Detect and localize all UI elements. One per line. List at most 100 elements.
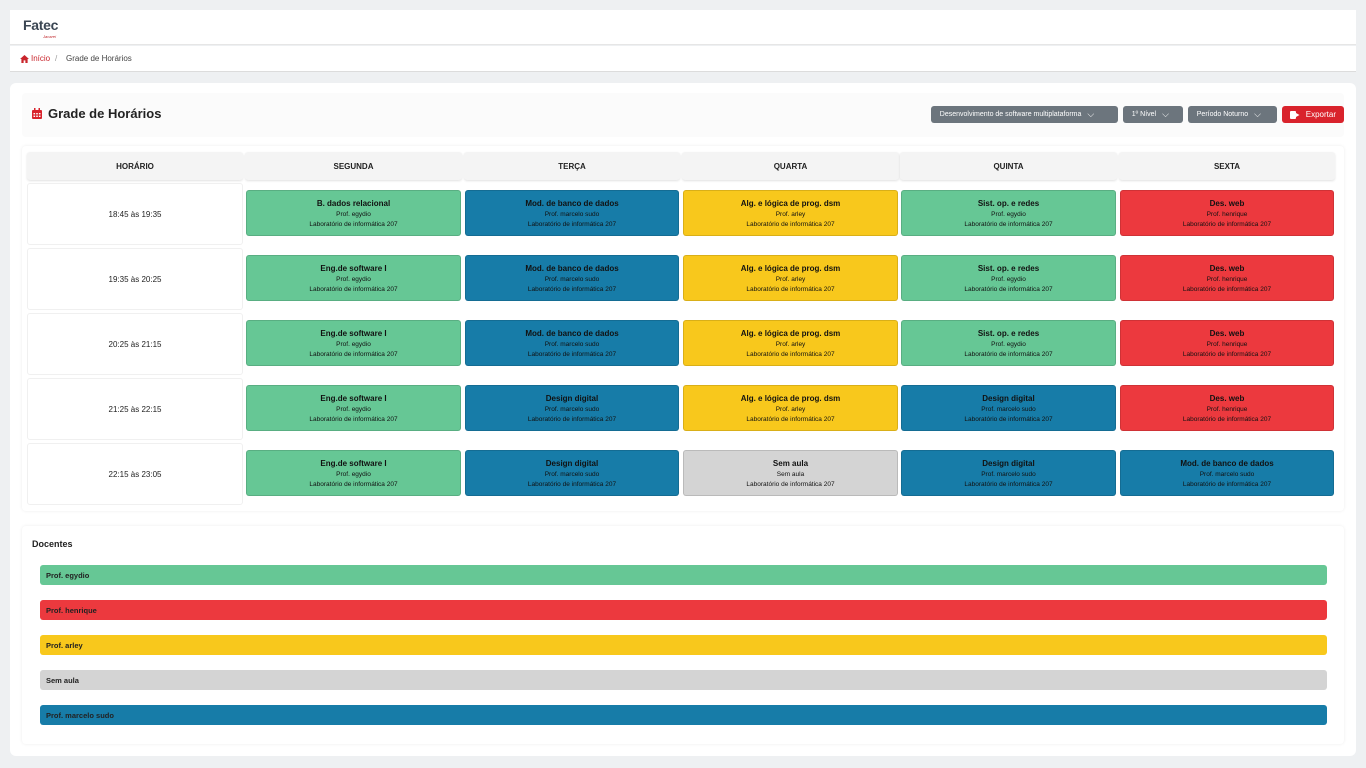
class-room: Laboratório de informática 207 (1182, 350, 1272, 358)
home-icon (20, 54, 29, 63)
column-header: QUARTA (682, 152, 899, 180)
class-name: Mod. de banco de dados (525, 198, 619, 208)
class-name: Eng.de software I (320, 458, 387, 468)
logo-subtitle: Jacareí (43, 34, 57, 39)
main-card: Grade de Horários Desenvolvimento de sof… (10, 83, 1356, 756)
schedule-grid: HORÁRIO SEGUNDA TERÇA QUARTA QUINTA SEXTA 18:4… (22, 146, 1344, 511)
class-room: Laboratório de informática 207 (527, 220, 617, 228)
class-name: B. dados relacional (316, 198, 391, 208)
level-select[interactable]: 1º Nível ⌵ (1122, 106, 1183, 123)
class-card[interactable]: Mod. de banco de dados Prof. marcelo sudo… (1120, 450, 1334, 496)
class-card[interactable]: Des. web Prof. henrique Laboratório de inf… (1120, 385, 1334, 431)
class-room: Laboratório de informática 207 (309, 350, 398, 358)
class-room: Laboratório de informática 207 (527, 350, 617, 358)
class-professor: Prof. marcelo sudo (544, 340, 600, 348)
class-card[interactable]: Eng.de software I Prof. egydio Laboratório… (246, 385, 461, 431)
docente-bar: Prof. henrique (40, 600, 1327, 620)
class-card[interactable]: Mod. de banco de dados Prof. marcelo sudo… (465, 190, 679, 236)
class-professor: Prof. henrique (1206, 210, 1248, 218)
class-professor: Prof. egydio (336, 210, 371, 218)
class-card[interactable]: Design digital Prof. marcelo sudo Laborató… (465, 450, 679, 496)
class-room: Laboratório de informática 207 (1182, 415, 1272, 423)
class-room: Laboratório de informática 207 (746, 480, 835, 488)
class-name: Design digital (545, 458, 599, 468)
class-room: Laboratório de informática 207 (964, 350, 1053, 358)
class-room: Laboratório de informática 207 (964, 480, 1053, 488)
class-professor: Prof. arley (775, 275, 806, 283)
chevron-down-icon: ⌵ (1087, 109, 1095, 119)
card-header: Grade de Horários Desenvolvimento de sof… (22, 93, 1344, 137)
class-name: Sem aula (772, 458, 809, 468)
class-name: Design digital (982, 458, 1035, 468)
class-name: Eng.de software I (320, 263, 387, 273)
class-card[interactable]: Des. web Prof. henrique Laboratório de inf… (1120, 320, 1334, 366)
class-name: Eng.de software I (320, 328, 387, 338)
class-professor: Prof. egydio (991, 275, 1026, 283)
class-room: Laboratório de informática 207 (527, 480, 617, 488)
docente-bar: Prof. egydio (40, 565, 1327, 585)
class-card[interactable]: Des. web Prof. henrique Laboratório de inf… (1120, 190, 1334, 236)
class-professor: Prof. marcelo sudo (544, 210, 600, 218)
calendar-icon (32, 108, 42, 119)
class-card[interactable]: Alg. e lógica de prog. dsm Prof. arley Lab… (683, 320, 898, 366)
class-name: Sist. op. e redes (977, 328, 1040, 338)
breadcrumb-home[interactable]: Início (20, 54, 50, 63)
docente-bar: Prof. marcelo sudo (40, 705, 1327, 725)
class-room: Laboratório de informática 207 (527, 285, 617, 293)
docentes-title: Docentes (32, 539, 73, 549)
docente-bar: Prof. arley (40, 635, 1327, 655)
period-select[interactable]: Período Noturno ⌵ (1187, 106, 1277, 123)
column-header: HORÁRIO (27, 152, 243, 180)
course-select[interactable]: Desenvolvimento de software multiplatafo… (930, 106, 1118, 123)
column-header: SEGUNDA (245, 152, 462, 180)
class-professor: Prof. egydio (336, 470, 371, 478)
class-card[interactable]: Mod. de banco de dados Prof. marcelo sudo… (465, 320, 679, 366)
class-card[interactable]: Design digital Prof. marcelo sudo Laborató… (901, 385, 1116, 431)
class-name: Alg. e lógica de prog. dsm (740, 263, 841, 273)
class-room: Laboratório de informática 207 (1182, 220, 1272, 228)
class-card[interactable]: Sist. op. e redes Prof. egydio Laboratório… (901, 255, 1116, 301)
class-professor: Prof. henrique (1206, 340, 1248, 348)
class-card[interactable]: Design digital Prof. marcelo sudo Laborató… (465, 385, 679, 431)
docentes-panel: Docentes Prof. egydio Prof. henrique Prof.… (22, 526, 1344, 744)
class-card[interactable]: Sist. op. e redes Prof. egydio Laboratório… (901, 190, 1116, 236)
page-title: Grade de Horários (48, 106, 162, 121)
class-card[interactable]: Eng.de software I Prof. egydio Laboratório… (246, 450, 461, 496)
class-professor: Prof. egydio (336, 275, 371, 283)
class-card[interactable]: Sem aula Sem aula Laboratório de informáti… (683, 450, 898, 496)
period-select-value: Período Noturno (1196, 111, 1249, 118)
class-card[interactable]: Alg. e lógica de prog. dsm Prof. arley Lab… (683, 385, 898, 431)
class-professor: Prof. marcelo sudo (544, 275, 600, 283)
export-button[interactable]: Exportar (1281, 106, 1344, 123)
class-name: Alg. e lógica de prog. dsm (740, 328, 841, 338)
level-select-value: 1º Nível (1131, 111, 1157, 118)
class-professor: Prof. henrique (1206, 275, 1248, 283)
class-card[interactable]: Design digital Prof. marcelo sudo Laborató… (901, 450, 1116, 496)
class-card[interactable]: Sist. op. e redes Prof. egydio Laboratório… (901, 320, 1116, 366)
class-room: Laboratório de informática 207 (964, 220, 1053, 228)
class-professor: Prof. egydio (991, 210, 1026, 218)
class-professor: Prof. henrique (1206, 405, 1248, 413)
logo[interactable]: Fatec (23, 17, 59, 33)
class-card[interactable]: Alg. e lógica de prog. dsm Prof. arley Lab… (683, 190, 898, 236)
class-card[interactable]: Mod. de banco de dados Prof. marcelo sudo… (465, 255, 679, 301)
class-name: Des. web (1209, 198, 1245, 208)
class-name: Des. web (1209, 328, 1245, 338)
class-name: Des. web (1209, 393, 1245, 403)
class-card[interactable]: Des. web Prof. henrique Laboratório de inf… (1120, 255, 1334, 301)
docente-bar: Sem aula (40, 670, 1327, 690)
class-professor: Prof. egydio (991, 340, 1026, 348)
class-room: Laboratório de informática 207 (746, 350, 835, 358)
class-name: Eng.de software I (320, 393, 387, 403)
class-card[interactable]: B. dados relacional Prof. egydio Laboratór… (246, 190, 461, 236)
class-card[interactable]: Eng.de software I Prof. egydio Laboratório… (246, 320, 461, 366)
class-room: Laboratório de informática 207 (309, 480, 398, 488)
breadcrumb-home-label: Início (31, 54, 51, 63)
class-name: Alg. e lógica de prog. dsm (740, 393, 841, 403)
class-name: Alg. e lógica de prog. dsm (740, 198, 841, 208)
class-professor: Prof. marcelo sudo (544, 470, 600, 478)
class-card[interactable]: Eng.de software I Prof. egydio Laboratório… (246, 255, 461, 301)
class-card[interactable]: Alg. e lógica de prog. dsm Prof. arley Lab… (683, 255, 898, 301)
course-select-value: Desenvolvimento de software multiplatafo… (939, 111, 1082, 118)
chevron-down-icon: ⌵ (1254, 109, 1261, 119)
